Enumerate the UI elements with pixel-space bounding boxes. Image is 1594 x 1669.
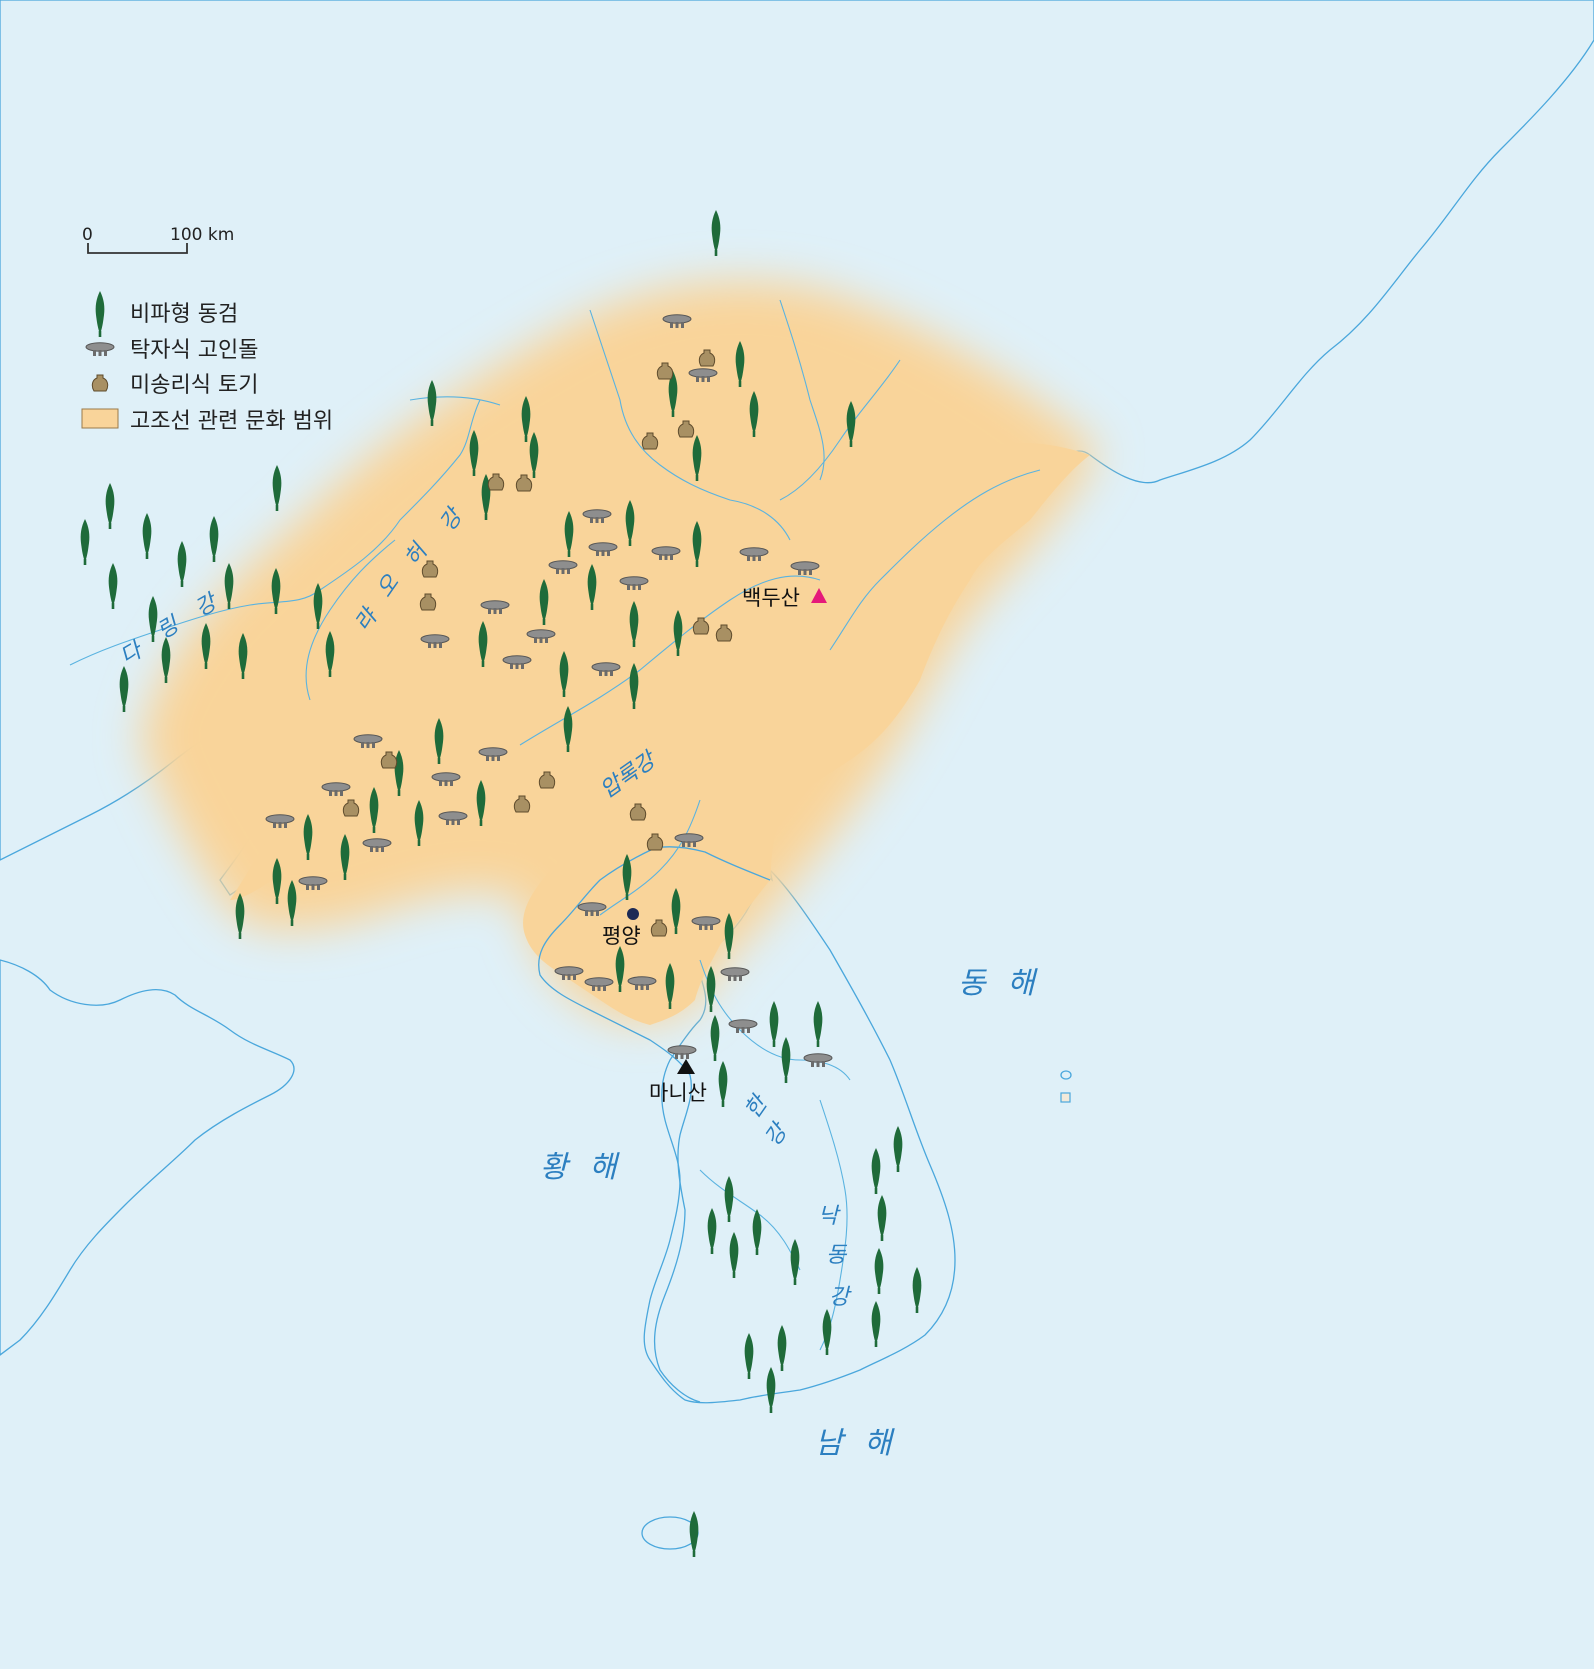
- scale-bar: 0 100 km: [82, 225, 234, 254]
- dokdo-marker: [1060, 1092, 1071, 1103]
- gojoseon-culture-area: [140, 281, 1100, 1026]
- river-label-char: 낙: [818, 1204, 841, 1229]
- ulleungdo-island: [1060, 1070, 1072, 1080]
- culture-area-swatch: [81, 408, 119, 429]
- pyongyang-label: 평양: [602, 924, 641, 948]
- korean-peninsula-south: [643, 868, 956, 1404]
- baekdu-label: 백두산: [742, 586, 800, 610]
- mountain-triangle-icon: [677, 1059, 695, 1074]
- baekdu-mountain: 백두산: [742, 586, 827, 610]
- shandong-coast: [0, 959, 295, 1356]
- legend-label-dolmen: 탁자식 고인돌: [130, 338, 258, 363]
- rivers: [69, 299, 1041, 1351]
- yellow-sea-label: 황 해: [540, 1150, 623, 1185]
- east-sea-label: 동 해: [958, 966, 1041, 1001]
- nakdong-river-label: 낙 동 강: [818, 1204, 852, 1310]
- legend-label-pottery: 미송리식 토기: [130, 373, 258, 398]
- legend-label-dagger: 비파형 동검: [130, 302, 238, 327]
- legend: 비파형 동검 탁자식 고인돌 미송리식 토기 고조선 관련 문화 범위: [81, 291, 333, 434]
- river-label-char: 동: [826, 1243, 848, 1268]
- manisan-label: 마니산: [649, 1081, 707, 1105]
- pyongyang-city: 평양: [602, 908, 641, 948]
- mountain-triangle-icon: [811, 588, 827, 603]
- river-label-char: 강: [829, 1285, 852, 1310]
- scale-start-label: 0: [82, 225, 93, 245]
- south-sea-label: 남 해: [815, 1426, 898, 1461]
- legend-label-culture-area: 고조선 관련 문화 범위: [130, 409, 333, 434]
- scale-end-label: 100 km: [170, 225, 234, 245]
- manisan-mountain: 마니산: [649, 1059, 707, 1105]
- city-dot-icon: [627, 908, 639, 920]
